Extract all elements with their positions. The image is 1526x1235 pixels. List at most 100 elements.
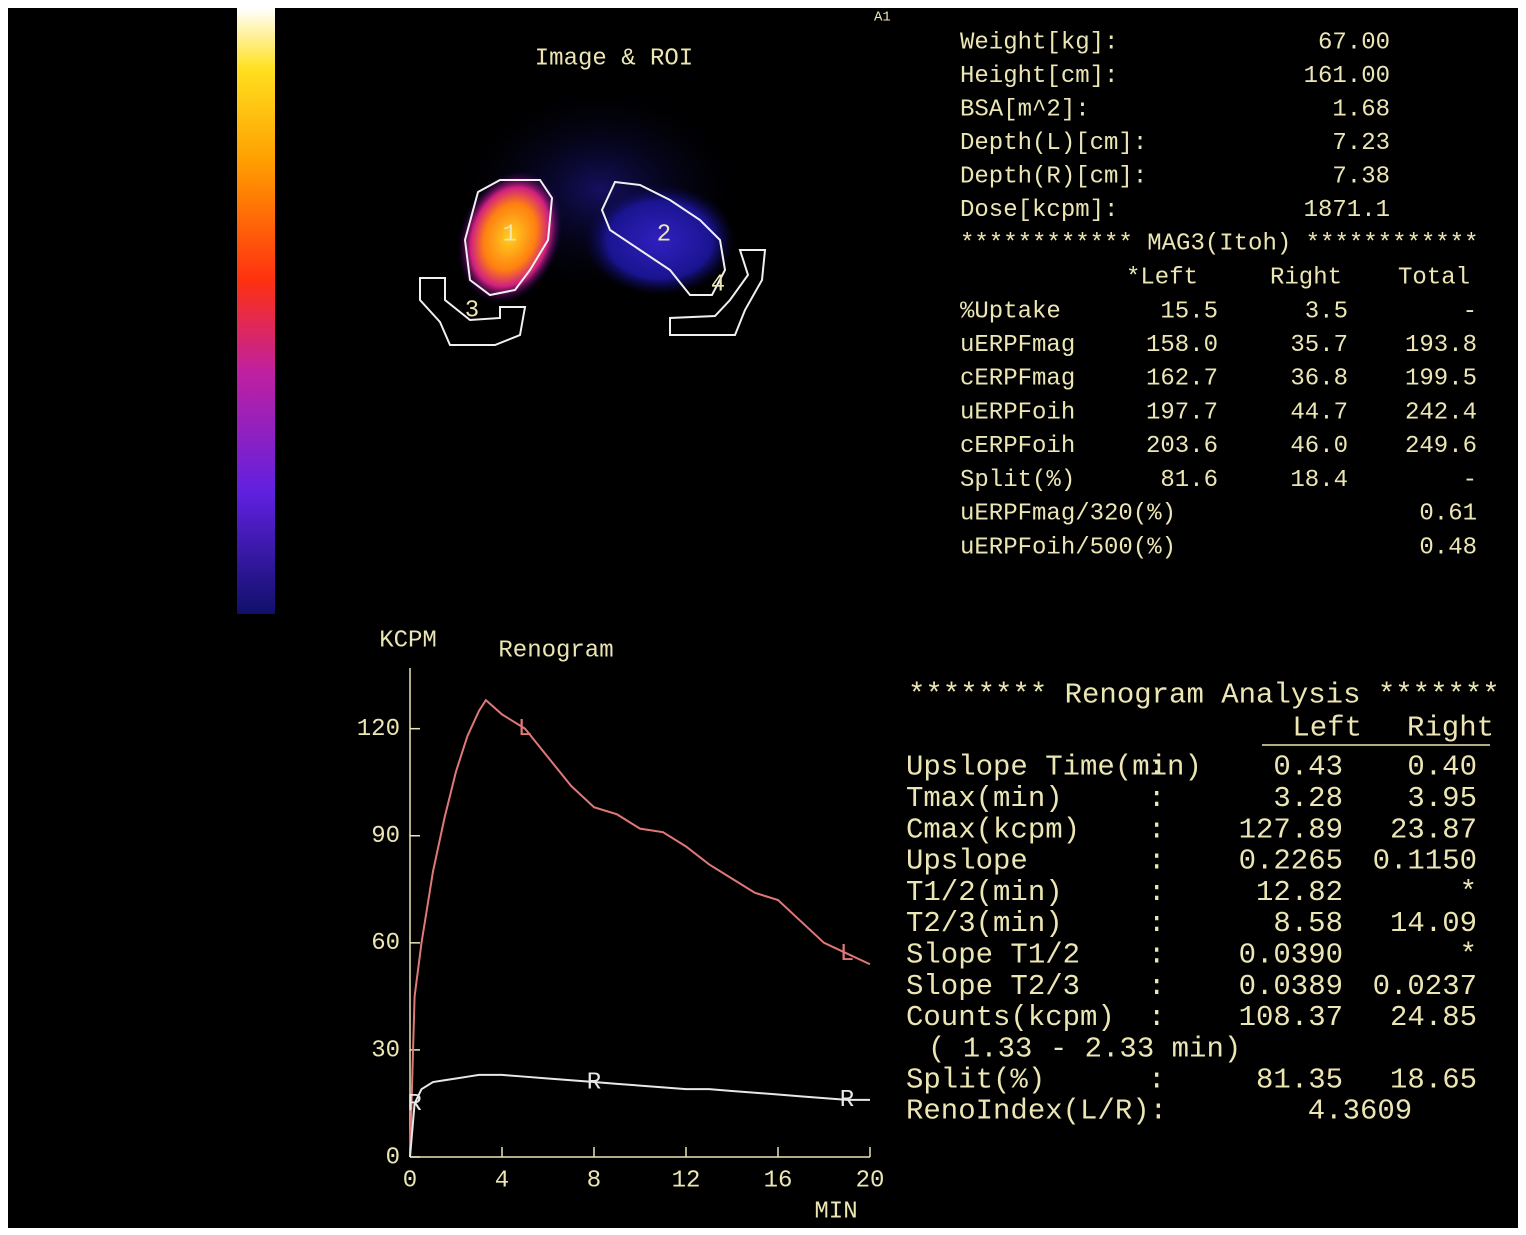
row-label: cERPFoih	[960, 433, 1075, 460]
field-label: Height[cm]:	[960, 63, 1118, 90]
row-label: %Uptake	[960, 298, 1061, 325]
field-label: Weight[kg]:	[960, 29, 1118, 56]
series-marker: L	[840, 941, 854, 968]
x-tick-label: 4	[495, 1167, 509, 1194]
series-marker: R	[587, 1069, 601, 1096]
column-header: Right	[1407, 712, 1494, 745]
field-label: Depth(L)[cm]:	[960, 130, 1147, 157]
y-tick-label: 120	[357, 716, 400, 743]
separator: :	[1148, 751, 1165, 784]
y-tick-label: 30	[371, 1037, 400, 1064]
cell: 81.35	[1256, 1064, 1343, 1097]
cell: 81.6	[1160, 467, 1218, 494]
cell: 4.3609	[1308, 1095, 1412, 1128]
separator: :	[1148, 782, 1165, 815]
field-value: 7.23	[1332, 130, 1390, 157]
cell: 197.7	[1146, 399, 1218, 426]
row-label: T2/3(min)	[906, 907, 1063, 940]
cell: 0.0390	[1239, 938, 1343, 971]
image-title: Image & ROI	[535, 45, 693, 72]
cell: 0.0389	[1239, 970, 1343, 1003]
cell: 0.48	[1419, 534, 1477, 561]
color-bar	[237, 8, 275, 614]
separator: :	[1148, 876, 1165, 909]
cell: 12.82	[1256, 876, 1343, 909]
y-tick-label: 60	[371, 930, 400, 957]
x-axis-label: MIN	[814, 1198, 857, 1225]
separator: :	[1148, 907, 1165, 940]
row-label: Slope T1/2	[906, 938, 1080, 971]
column-header: *Left	[1126, 264, 1198, 291]
row-label: Slope T2/3	[906, 970, 1080, 1003]
field-label: Dose[kcpm]:	[960, 197, 1118, 224]
row-label: Counts(kcpm)	[906, 1001, 1115, 1034]
cell: 242.4	[1405, 399, 1477, 426]
field-value: 1.68	[1332, 96, 1390, 123]
roi-label: 3	[465, 297, 479, 324]
row-label: Upslope	[906, 845, 1028, 878]
cell: *	[1460, 938, 1477, 971]
cell: 0.0237	[1373, 970, 1477, 1003]
cell: 36.8	[1290, 366, 1348, 393]
cell: 46.0	[1290, 433, 1348, 460]
series-marker: R	[407, 1091, 421, 1118]
row-label: uERPFmag	[960, 332, 1075, 359]
series-marker: L	[518, 716, 532, 743]
cell: 18.4	[1290, 467, 1348, 494]
column-header: Right	[1270, 264, 1342, 291]
field-label: Depth(R)[cm]:	[960, 163, 1147, 190]
cell: 0.1150	[1373, 845, 1477, 878]
row-label: Split(%)	[960, 467, 1075, 494]
cell: 44.7	[1290, 399, 1348, 426]
cell: 15.5	[1160, 298, 1218, 325]
field-value: 1871.1	[1304, 197, 1390, 224]
background	[8, 8, 1518, 1228]
cell: 3.28	[1273, 782, 1343, 815]
cell: 108.37	[1239, 1001, 1343, 1034]
separator: :	[1148, 1001, 1165, 1034]
field-value: 7.38	[1332, 163, 1390, 190]
roi-label: 2	[657, 221, 671, 248]
cell: *	[1460, 876, 1477, 909]
x-tick-label: 20	[856, 1167, 885, 1194]
cell: 24.85	[1390, 1001, 1477, 1034]
interval: ( 1.33 - 2.33 min)	[928, 1033, 1241, 1066]
separator: :	[1148, 1064, 1165, 1097]
cell: 249.6	[1405, 433, 1477, 460]
y-tick-label: 0	[386, 1144, 400, 1171]
row-label: uERPFoih	[960, 399, 1075, 426]
cell: 0.61	[1419, 500, 1477, 527]
roi-label: 1	[503, 221, 517, 248]
column-header: Left	[1292, 712, 1362, 745]
cell: 14.09	[1390, 907, 1477, 940]
table-title: ******** Renogram Analysis *******	[908, 679, 1500, 712]
row-label: RenoIndex(L/R):	[906, 1095, 1167, 1128]
cell: 18.65	[1390, 1064, 1477, 1097]
cell: 35.7	[1290, 332, 1348, 359]
separator: :	[1148, 938, 1165, 971]
cell: 193.8	[1405, 332, 1477, 359]
x-tick-label: 8	[587, 1167, 601, 1194]
chart-title: Renogram	[498, 637, 613, 664]
cell: -	[1463, 467, 1477, 494]
x-tick-label: 16	[764, 1167, 793, 1194]
y-axis-label: KCPM	[379, 627, 437, 654]
row-label: Cmax(kcpm)	[906, 813, 1080, 846]
cell: 127.89	[1239, 813, 1343, 846]
row-label: T1/2(min)	[906, 876, 1063, 909]
table-title: ************ MAG3(Itoh) ************	[960, 230, 1478, 257]
page: A1 Image & ROI 1 2 3 4 Weight[kg]:67.00H…	[0, 0, 1526, 1235]
field-label: BSA[m^2]:	[960, 96, 1090, 123]
series-marker: R	[840, 1087, 854, 1114]
separator: :	[1148, 845, 1165, 878]
row-label: uERPFmag/320(%)	[960, 500, 1176, 527]
separator: :	[1148, 813, 1165, 846]
cell: 0.43	[1273, 751, 1343, 784]
cell: 158.0	[1146, 332, 1218, 359]
screen: A1 Image & ROI 1 2 3 4 Weight[kg]:67.00H…	[0, 0, 1526, 1235]
field-value: 161.00	[1304, 63, 1390, 90]
cell: 23.87	[1390, 813, 1477, 846]
row-label: cERPFmag	[960, 366, 1075, 393]
cell: 3.5	[1305, 298, 1348, 325]
row-label: uERPFoih/500(%)	[960, 534, 1176, 561]
